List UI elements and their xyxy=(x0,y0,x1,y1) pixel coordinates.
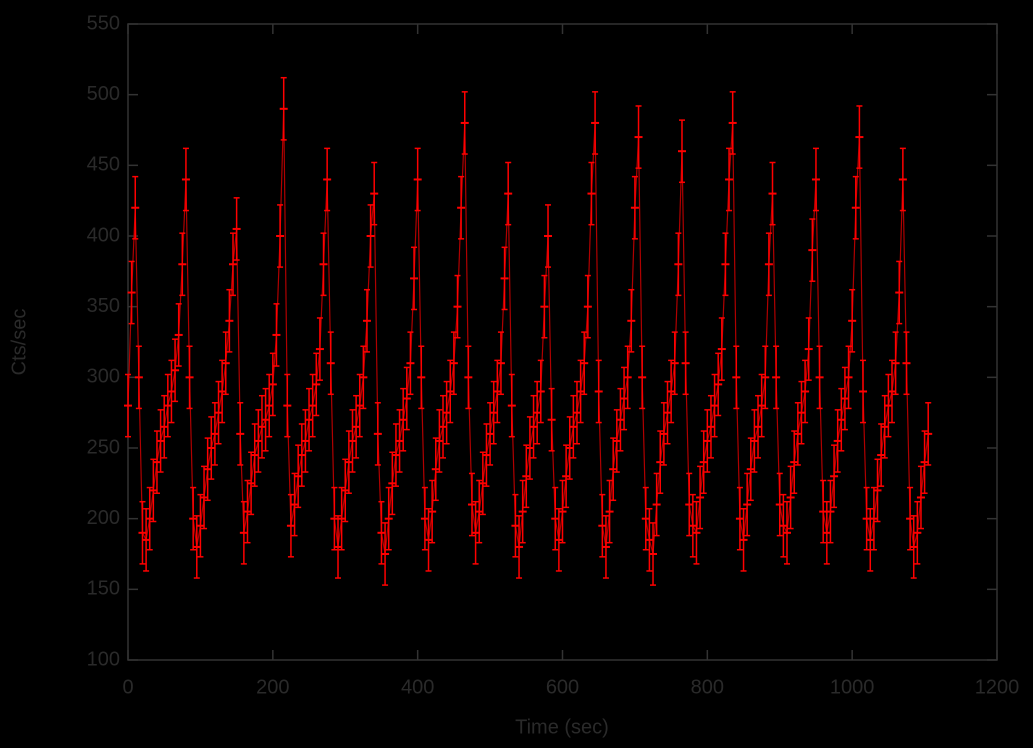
x-tick-label: 400 xyxy=(401,676,434,698)
x-tick-label: 600 xyxy=(546,676,579,698)
x-tick-label: 200 xyxy=(256,676,289,698)
y-tick-label: 150 xyxy=(87,578,120,600)
y-tick-label: 500 xyxy=(87,83,120,105)
x-tick-label: 1200 xyxy=(975,676,1020,698)
y-tick-label: 550 xyxy=(87,12,120,34)
x-tick-label: 0 xyxy=(122,676,133,698)
x-axis-label: Time (sec) xyxy=(515,716,609,738)
y-tick-label: 200 xyxy=(87,507,120,529)
y-axis-label: Cts/sec xyxy=(8,309,30,376)
y-tick-label: 250 xyxy=(87,436,120,458)
y-tick-label: 350 xyxy=(87,295,120,317)
y-tick-label: 300 xyxy=(87,366,120,388)
x-tick-label: 800 xyxy=(691,676,724,698)
y-tick-label: 450 xyxy=(87,154,120,176)
y-tick-label: 400 xyxy=(87,224,120,246)
y-tick-label: 100 xyxy=(87,648,120,670)
x-tick-label: 1000 xyxy=(830,676,875,698)
